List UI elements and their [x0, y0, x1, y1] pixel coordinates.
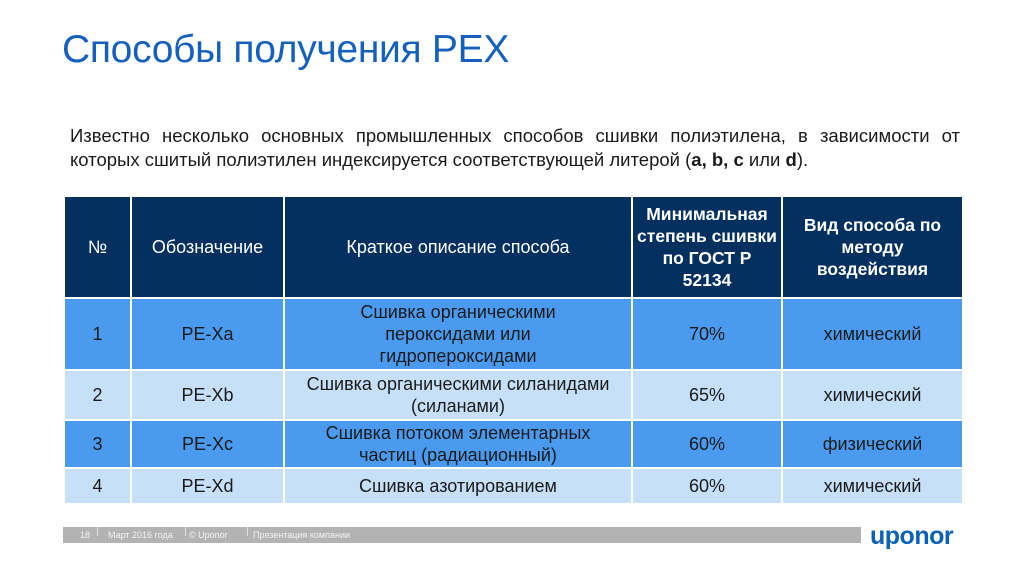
- table-row: 2 PE-Xb Сшивка органическими силанидами …: [63, 369, 964, 421]
- intro-letters: a, b, c: [691, 149, 744, 170]
- cell-designation: PE-Xa: [130, 297, 285, 371]
- pex-methods-table: № Обозначение Краткое описание способа М…: [63, 195, 964, 505]
- cell-min-degree: 70%: [631, 297, 783, 371]
- table-row: 3 PE-Xc Сшивка потоком элементарных част…: [63, 419, 964, 469]
- footer-divider: [247, 527, 248, 536]
- header-description: Краткое описание способа: [283, 195, 633, 299]
- footer-divider: [97, 527, 98, 536]
- cell-method: физический: [781, 419, 964, 469]
- header-method: Вид способа по методу воздействия: [781, 195, 964, 299]
- cell-number: 1: [63, 297, 132, 371]
- table-header-row: № Обозначение Краткое описание способа М…: [63, 195, 964, 299]
- uponor-logo: uponor: [870, 522, 954, 550]
- footer-bar: 18 Март 2016 года © Uponor Презентация к…: [63, 527, 861, 543]
- cell-number: 4: [63, 467, 132, 505]
- cell-min-degree: 60%: [631, 419, 783, 469]
- cell-designation: PE-Xb: [130, 369, 285, 421]
- table-row: 1 PE-Xa Сшивка органическими пероксидами…: [63, 297, 964, 371]
- cell-designation: PE-Xd: [130, 467, 285, 505]
- intro-text: Известно несколько основных промышленных…: [70, 125, 960, 170]
- slide-title: Способы получения PEX: [62, 28, 510, 71]
- cell-number: 2: [63, 369, 132, 421]
- cell-min-degree: 60%: [631, 467, 783, 505]
- header-min-degree: Минимальная степень сшивки по ГОСТ Р 521…: [631, 195, 783, 299]
- cell-method: химический: [781, 369, 964, 421]
- cell-method: химический: [781, 467, 964, 505]
- cell-designation: PE-Xc: [130, 419, 285, 469]
- cell-description: Сшивка органическими пероксидами или гид…: [283, 297, 633, 371]
- footer-divider: [185, 527, 186, 536]
- footer-presentation: Презентация компании: [253, 530, 351, 540]
- cell-method: химический: [781, 297, 964, 371]
- cell-number: 3: [63, 419, 132, 469]
- header-number: №: [63, 195, 132, 299]
- table-row: 4 PE-Xd Сшивка азотированием 60% химичес…: [63, 467, 964, 505]
- page-number: 18: [80, 530, 91, 540]
- intro-paragraph: Известно несколько основных промышленных…: [70, 124, 960, 172]
- cell-description: Сшивка органическими силанидами (силанам…: [283, 369, 633, 421]
- cell-description: Сшивка потоком элементарных частиц (ради…: [283, 419, 633, 469]
- footer-date: Март 2016 года: [108, 530, 173, 540]
- header-designation: Обозначение: [130, 195, 285, 299]
- cell-min-degree: 65%: [631, 369, 783, 421]
- intro-end: ).: [796, 149, 809, 170]
- cell-description: Сшивка азотированием: [283, 467, 633, 505]
- intro-middle: или: [743, 149, 786, 170]
- footer-copyright: © Uponor: [189, 530, 228, 540]
- intro-last-letter: d: [785, 149, 797, 170]
